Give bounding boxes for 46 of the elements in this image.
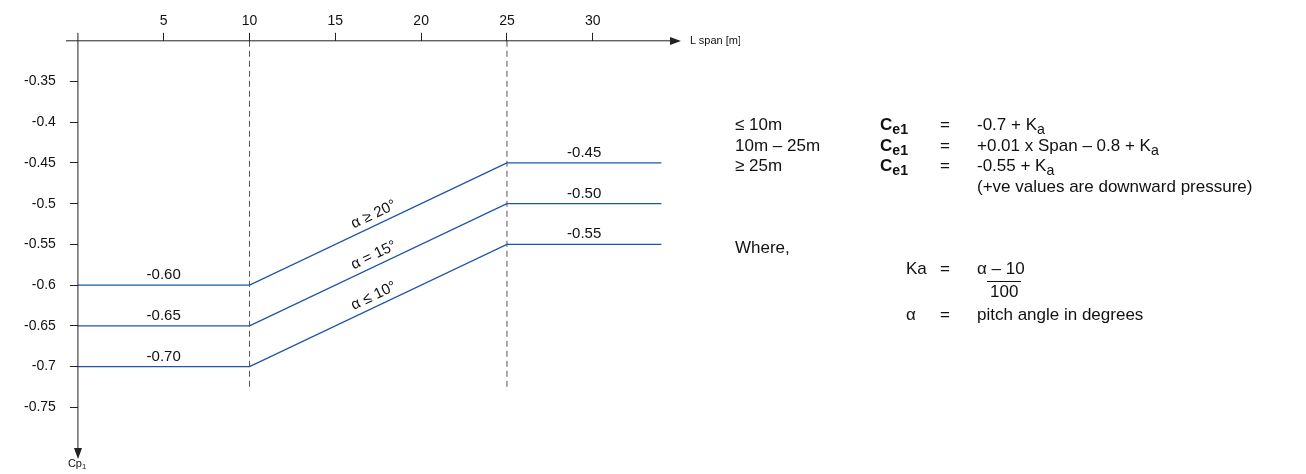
text: α ≤ 10° (347, 276, 399, 313)
y-tick-label: -0.35 (23, 72, 57, 89)
x-tick-label: 10 (241, 12, 258, 29)
y-tick-label: -0.45 (23, 153, 57, 170)
text: 10m – 25m (735, 136, 821, 156)
text: C$_{e1}$ (880, 136, 909, 159)
annotation: -0.60 (146, 265, 181, 283)
y-tick-label: -0.55 (23, 235, 57, 252)
text: = (940, 115, 950, 135)
text: C$_{e1}$ (880, 115, 909, 138)
text: ≤ 10m (735, 115, 783, 135)
x-tick-label: 25 (499, 12, 515, 29)
text: -0.55 + K$_{a}$ (977, 156, 1055, 179)
text: = (940, 305, 950, 325)
text: ≥ 25m (735, 156, 783, 176)
x-tick-label: 30 (584, 12, 601, 29)
text: (+ve values are downward pressure) (977, 177, 1253, 197)
text: = (940, 136, 950, 156)
y-tick-label: -0.7 (31, 357, 57, 374)
x-tick-label: 20 (413, 12, 430, 29)
text: α – 10 (977, 259, 1025, 279)
y-tick-label: -0.75 (23, 398, 57, 415)
text: +0.01 x Span – 0.8 + K$_{a}$ (977, 136, 1159, 159)
text: Ka (906, 259, 927, 279)
text: C$_{e1}$ (880, 156, 909, 181)
annotation: -0.55 (567, 224, 602, 242)
x-tick-label: 5 (159, 12, 168, 29)
text: pitch angle in degrees (977, 305, 1144, 325)
y-tick-label: -0.65 (23, 316, 57, 333)
annotation: -0.50 (567, 183, 602, 201)
text: = (940, 259, 950, 279)
annotation: -0.65 (146, 305, 181, 323)
text: α ≥ 20° (347, 195, 399, 232)
text: = (940, 156, 950, 176)
y-tick-label: -0.5 (31, 194, 57, 211)
text: α (906, 305, 916, 325)
x-axis-title: L span [m] (690, 33, 741, 46)
text: -0.7 + K$_{a}$ (977, 115, 1045, 138)
x-tick-label: 15 (327, 12, 344, 29)
text: α = 15° (347, 235, 399, 273)
y-tick-label: -0.4 (31, 113, 57, 130)
text: Where, (735, 238, 790, 258)
text: 100 (987, 281, 1022, 302)
y-tick-label: -0.6 (31, 275, 57, 292)
annotation: -0.70 (146, 346, 181, 364)
annotation: -0.45 (567, 142, 602, 160)
